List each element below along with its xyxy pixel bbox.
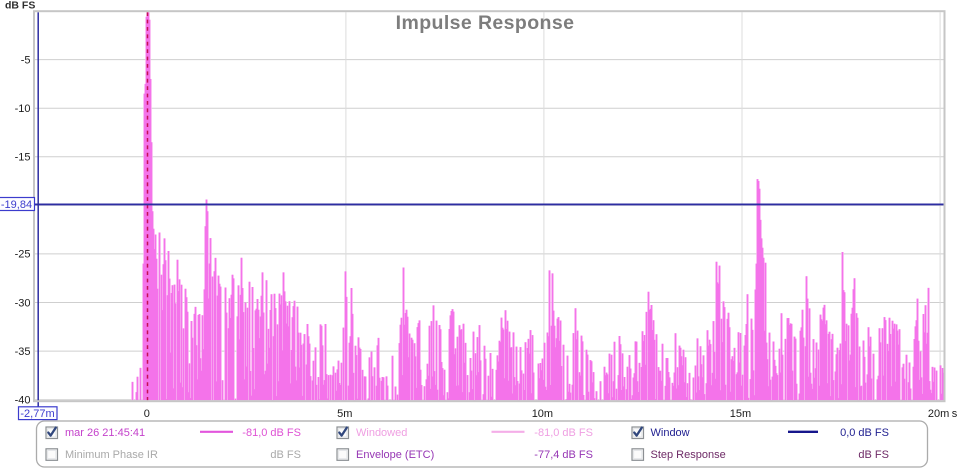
svg-text:-2,77m: -2,77m bbox=[20, 408, 54, 420]
svg-text:dB FS: dB FS bbox=[5, 0, 35, 12]
svg-text:mar 26 21:45:41: mar 26 21:45:41 bbox=[65, 427, 145, 439]
svg-text:-30: -30 bbox=[15, 297, 31, 309]
svg-text:dB FS: dB FS bbox=[858, 449, 889, 461]
svg-text:0: 0 bbox=[144, 408, 150, 420]
svg-text:-81,0 dB FS: -81,0 dB FS bbox=[534, 427, 593, 439]
svg-text:20m: 20m bbox=[928, 408, 949, 420]
svg-text:Envelope (ETC): Envelope (ETC) bbox=[356, 449, 434, 461]
svg-text:-5: -5 bbox=[21, 54, 31, 66]
svg-text:-10: -10 bbox=[15, 103, 31, 115]
svg-text:5m: 5m bbox=[337, 408, 352, 420]
svg-text:Impulse Response: Impulse Response bbox=[396, 12, 575, 34]
svg-text:s: s bbox=[952, 408, 958, 420]
svg-text:-40: -40 bbox=[15, 395, 31, 407]
svg-text:15m: 15m bbox=[730, 408, 751, 420]
svg-text:Step Response: Step Response bbox=[651, 449, 726, 461]
svg-text:-81,0 dB FS: -81,0 dB FS bbox=[242, 427, 301, 439]
svg-text:-15: -15 bbox=[15, 152, 31, 164]
svg-text:-35: -35 bbox=[15, 346, 31, 358]
svg-text:-25: -25 bbox=[15, 249, 31, 261]
svg-text:Windowed: Windowed bbox=[356, 427, 407, 439]
svg-text:0,0 dB FS: 0,0 dB FS bbox=[840, 427, 889, 439]
svg-text:Minimum Phase IR: Minimum Phase IR bbox=[65, 449, 158, 461]
svg-text:-77,4 dB FS: -77,4 dB FS bbox=[534, 449, 593, 461]
svg-text:dB FS: dB FS bbox=[270, 449, 301, 461]
svg-text:Window: Window bbox=[651, 427, 690, 439]
svg-text:10m: 10m bbox=[532, 408, 553, 420]
svg-text:-19,84: -19,84 bbox=[1, 199, 32, 211]
